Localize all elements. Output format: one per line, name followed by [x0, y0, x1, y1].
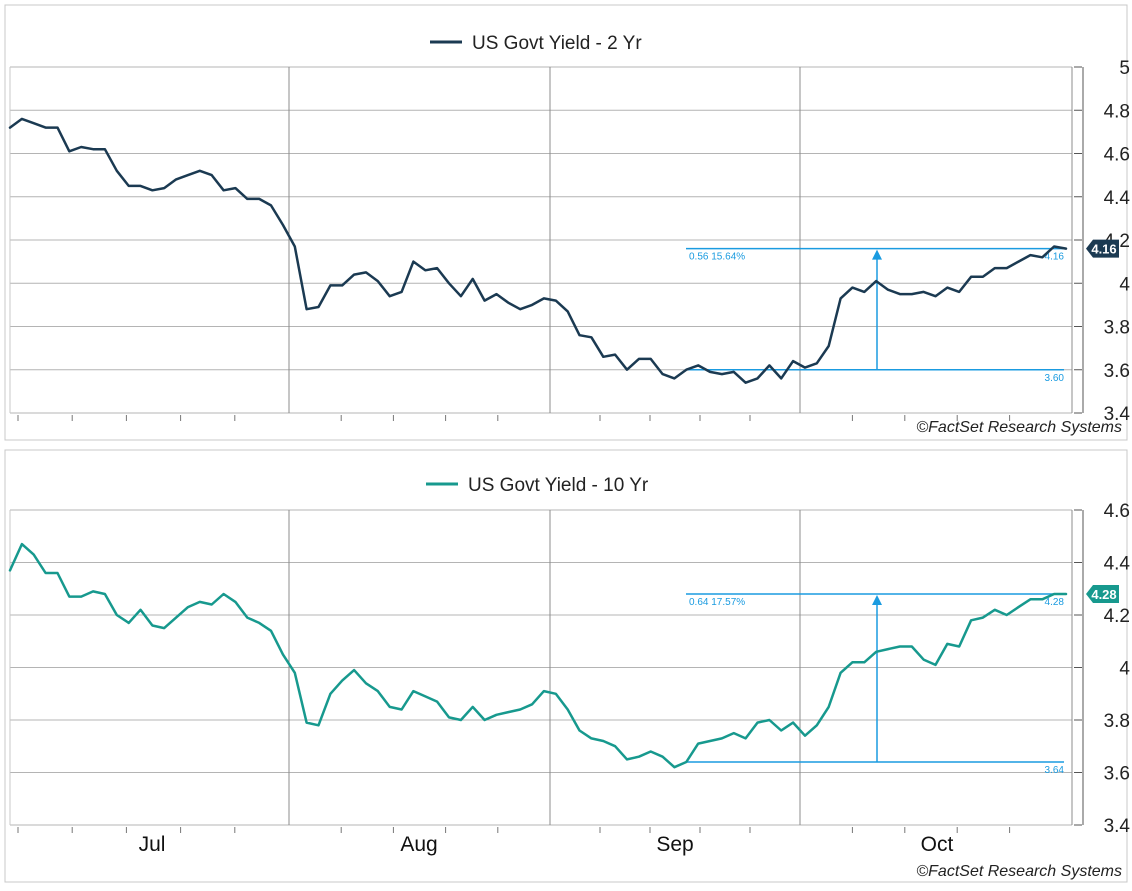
chart-frame	[4, 4, 1128, 441]
last-value-label: 4.28	[1091, 587, 1116, 602]
range-low-label: 3.64	[1045, 765, 1065, 776]
y-tick-label: 3.6	[1104, 764, 1130, 785]
y-tick-label: 3.8	[1104, 711, 1130, 732]
y-tick-label: 4.6	[1104, 501, 1130, 522]
legend-label: US Govt Yield - 10 Yr	[468, 475, 649, 496]
y-tick-label: 3.6	[1104, 361, 1130, 382]
series-line	[8, 117, 1068, 384]
x-tick-label: Oct	[921, 833, 954, 856]
range-change-label: 0.56 15.64%	[689, 252, 745, 263]
x-tick-label: Jul	[139, 833, 166, 856]
y-tick-label: 4.8	[1104, 101, 1130, 122]
y-tick-label: 3.8	[1104, 318, 1130, 339]
y-tick-label: 4.4	[1104, 188, 1131, 209]
copyright-text: ©FactSet Research Systems	[916, 863, 1122, 880]
range-arrow-head	[872, 249, 882, 260]
y-tick-label: 4.6	[1104, 145, 1130, 166]
y-tick-label: 5	[1119, 58, 1130, 79]
range-high-label: 4.16	[1045, 252, 1065, 263]
copyright-text: ©FactSet Research Systems	[916, 419, 1122, 436]
series-line	[8, 542, 1068, 769]
range-arrow-head	[872, 595, 882, 605]
y-tick-label: 4.2	[1104, 606, 1130, 627]
range-high-label: 4.28	[1045, 597, 1065, 608]
legend-label: US Govt Yield - 2 Yr	[472, 33, 642, 54]
y-tick-label: 3.4	[1104, 816, 1131, 837]
last-value-flag	[1086, 585, 1119, 603]
y-tick-label: 4	[1119, 659, 1130, 680]
chart-frame	[4, 449, 1128, 883]
chart-panel-1: US Govt Yield - 2 Yr3.43.63.844.24.44.64…	[4, 4, 1131, 441]
last-value-flag	[1086, 239, 1119, 258]
y-tick-label: 4	[1119, 274, 1130, 295]
range-low-label: 3.60	[1045, 373, 1065, 384]
last-value-label: 4.16	[1091, 242, 1116, 257]
x-tick-label: Sep	[656, 833, 693, 856]
y-tick-label: 3.4	[1104, 404, 1131, 425]
chart-panel-2: US Govt Yield - 10 Yr 3.4 3.6 3.8 4 4.2 4.4 4.6…	[4, 449, 1131, 883]
x-tick-label: Aug	[400, 833, 437, 856]
range-change-label: 0.64 17.57%	[689, 597, 745, 608]
y-tick-label: 4.4	[1104, 554, 1131, 575]
